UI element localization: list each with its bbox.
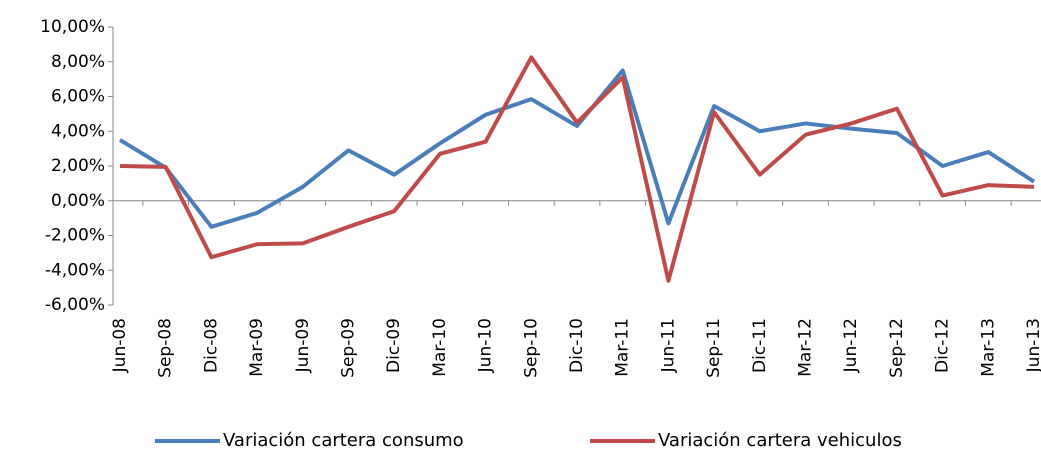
x-tick-label: Dic-08 — [201, 318, 221, 373]
series-line — [119, 55, 1035, 283]
y-tick-label: 2,00% — [51, 156, 105, 176]
x-tick-label: Jun-11 — [658, 318, 678, 373]
y-tick-label: 0,00% — [51, 191, 105, 211]
x-tick-label: Dic-11 — [750, 318, 770, 373]
x-tick-label: Jun-10 — [476, 318, 496, 373]
y-tick-label: 10,00% — [40, 17, 105, 37]
y-tick-label: -2,00% — [45, 226, 105, 246]
x-tick-label: Dic-12 — [933, 318, 953, 373]
x-tick-label: Mar-10 — [430, 318, 450, 377]
x-tick-label: Mar-11 — [613, 318, 633, 377]
y-tick-label: -6,00% — [45, 295, 105, 315]
x-tick-label: Mar-09 — [247, 318, 267, 377]
x-tick-label: Jun-08 — [110, 318, 130, 373]
y-tick-label: -4,00% — [45, 260, 105, 280]
x-tick-label: Jun-09 — [293, 318, 313, 373]
x-tick-label: Mar-12 — [796, 318, 816, 377]
x-tick-label: Dic-09 — [384, 318, 404, 373]
x-tick-label: Dic-10 — [567, 318, 587, 373]
x-tick-label: Sep-10 — [521, 318, 541, 378]
y-tick-label: 6,00% — [51, 87, 105, 107]
legend-label: Variación cartera vehiculos — [658, 430, 902, 451]
legend-label: Variación cartera consumo — [223, 430, 464, 451]
x-tick-label: Sep-08 — [156, 318, 176, 378]
x-tick-label: Mar-13 — [978, 318, 998, 377]
x-tick-label: Sep-09 — [339, 318, 359, 378]
y-tick-label: 8,00% — [51, 52, 105, 72]
x-tick-label: Jun-12 — [841, 318, 861, 373]
series-line — [118, 68, 1036, 229]
x-tick-label: Sep-12 — [887, 318, 907, 378]
x-tick-label: Sep-11 — [704, 318, 724, 378]
y-tick-label: 4,00% — [51, 121, 105, 141]
x-tick-label: Jun-13 — [1024, 318, 1041, 373]
